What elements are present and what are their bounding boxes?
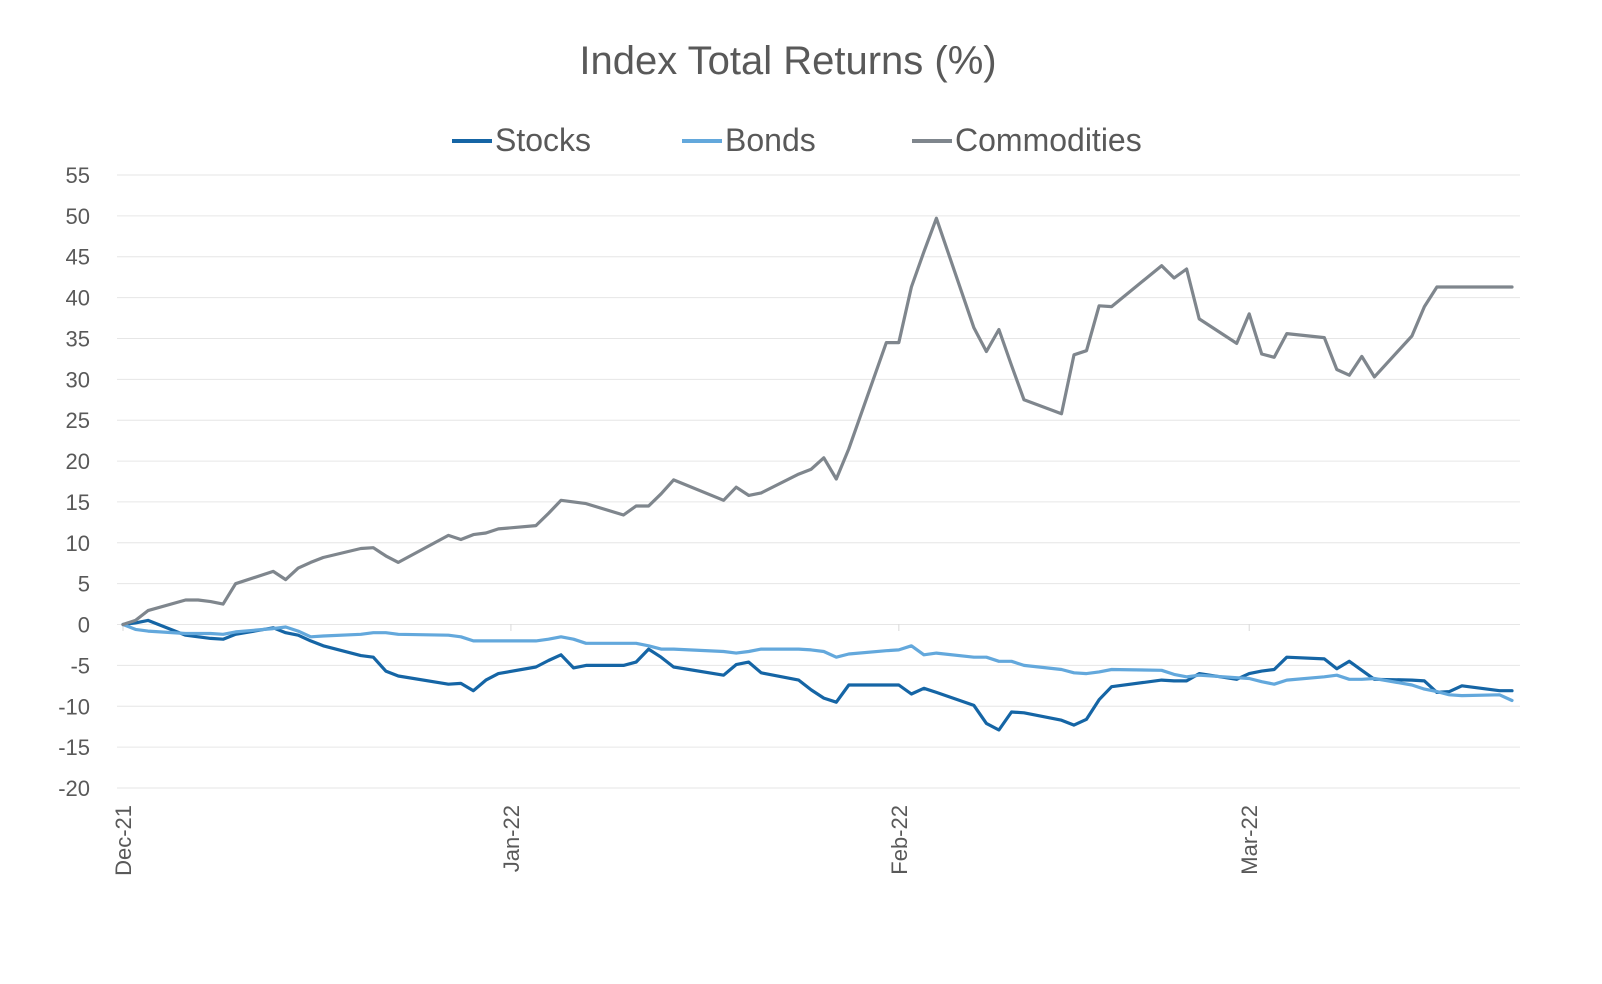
legend-label: Stocks xyxy=(495,122,591,158)
x-axis: Dec-21 Jan-22 Feb-22 Mar-22 xyxy=(111,624,1262,876)
y-tick-label: 45 xyxy=(66,245,90,270)
legend-label: Bonds xyxy=(725,122,816,158)
y-tick-label: 30 xyxy=(66,367,90,392)
gridlines xyxy=(117,174,1520,789)
series-line-bonds xyxy=(121,622,1514,703)
y-tick-label: -15 xyxy=(58,735,90,760)
y-tick-label: 0 xyxy=(78,613,90,638)
y-tick-label: 20 xyxy=(66,449,90,474)
x-tick-label: Feb-22 xyxy=(887,805,912,875)
y-tick-label: 40 xyxy=(66,286,90,311)
y-tick-label: 10 xyxy=(66,531,90,556)
x-tick-label: Dec-21 xyxy=(111,805,136,876)
chart-legend: Stocks Bonds Commodities xyxy=(452,122,1142,158)
legend-item-bonds: Bonds xyxy=(682,122,816,158)
y-tick-label: -20 xyxy=(58,776,90,801)
series-line-commodities xyxy=(121,216,1514,627)
legend-label: Commodities xyxy=(955,122,1142,158)
legend-item-commodities: Commodities xyxy=(912,122,1142,158)
y-tick-label: -5 xyxy=(70,653,90,678)
series-line-stocks xyxy=(121,618,1514,732)
y-tick-label: 15 xyxy=(66,490,90,515)
y-tick-label: 50 xyxy=(66,204,90,229)
x-tick-label: Jan-22 xyxy=(499,805,524,872)
x-tick-label: Mar-22 xyxy=(1237,805,1262,875)
y-tick-label: 35 xyxy=(66,326,90,351)
y-tick-label: 25 xyxy=(66,408,90,433)
y-tick-label: 55 xyxy=(66,163,90,188)
y-tick-label: -10 xyxy=(58,694,90,719)
plot-area xyxy=(121,216,1514,732)
legend-item-stocks: Stocks xyxy=(452,122,591,158)
chart-title: Index Total Returns (%) xyxy=(579,39,996,83)
y-tick-label: 5 xyxy=(78,572,90,597)
